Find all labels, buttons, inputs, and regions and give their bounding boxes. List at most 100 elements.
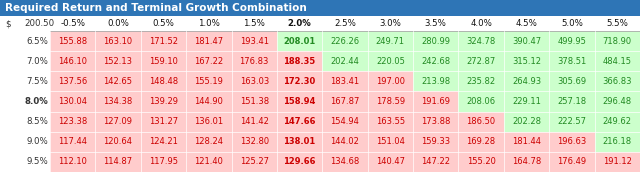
- Bar: [232, 71, 277, 92]
- Text: 158.94: 158.94: [284, 97, 316, 106]
- Bar: [595, 51, 640, 71]
- Bar: [277, 132, 323, 152]
- Text: 117.95: 117.95: [149, 157, 178, 166]
- Bar: [0, 0, 640, 16]
- Bar: [458, 51, 504, 71]
- Text: 181.44: 181.44: [512, 137, 541, 146]
- Text: 163.55: 163.55: [376, 117, 405, 126]
- Text: 4.5%: 4.5%: [516, 19, 538, 28]
- Bar: [141, 71, 186, 92]
- Bar: [368, 31, 413, 51]
- Bar: [413, 31, 458, 51]
- Bar: [413, 51, 458, 71]
- Bar: [595, 132, 640, 152]
- Bar: [595, 152, 640, 172]
- Text: 272.87: 272.87: [467, 57, 496, 66]
- Bar: [323, 152, 368, 172]
- Bar: [413, 71, 458, 92]
- Bar: [277, 51, 323, 71]
- Bar: [549, 51, 595, 71]
- Text: 132.80: 132.80: [239, 137, 269, 146]
- Text: 178.59: 178.59: [376, 97, 405, 106]
- Text: 191.69: 191.69: [421, 97, 451, 106]
- Text: 137.56: 137.56: [58, 77, 87, 86]
- Text: 151.04: 151.04: [376, 137, 405, 146]
- Text: 124.21: 124.21: [149, 137, 178, 146]
- Text: 148.48: 148.48: [149, 77, 178, 86]
- Text: 176.49: 176.49: [557, 157, 586, 166]
- Text: 8.5%: 8.5%: [26, 117, 48, 126]
- Bar: [95, 71, 141, 92]
- Bar: [368, 152, 413, 172]
- Bar: [595, 71, 640, 92]
- Text: 390.47: 390.47: [512, 37, 541, 46]
- Bar: [323, 71, 368, 92]
- Bar: [186, 152, 232, 172]
- Bar: [95, 112, 141, 132]
- Bar: [504, 31, 549, 51]
- Bar: [277, 152, 323, 172]
- Text: 242.68: 242.68: [421, 57, 451, 66]
- Text: 147.66: 147.66: [284, 117, 316, 126]
- Bar: [549, 92, 595, 112]
- Bar: [232, 31, 277, 51]
- Text: 155.19: 155.19: [195, 77, 223, 86]
- Text: 152.13: 152.13: [104, 57, 132, 66]
- Bar: [323, 132, 368, 152]
- Bar: [95, 31, 141, 51]
- Bar: [504, 112, 549, 132]
- Bar: [50, 71, 95, 92]
- Text: 7.0%: 7.0%: [26, 57, 48, 66]
- Bar: [323, 51, 368, 71]
- Text: 196.63: 196.63: [557, 137, 586, 146]
- Bar: [50, 51, 95, 71]
- Text: 164.78: 164.78: [512, 157, 541, 166]
- Text: 138.01: 138.01: [284, 137, 316, 146]
- Bar: [141, 31, 186, 51]
- Text: 176.83: 176.83: [239, 57, 269, 66]
- Bar: [595, 92, 640, 112]
- Text: 366.83: 366.83: [602, 77, 632, 86]
- Text: 140.47: 140.47: [376, 157, 405, 166]
- Text: 9.5%: 9.5%: [26, 157, 48, 166]
- Text: 127.09: 127.09: [104, 117, 132, 126]
- Bar: [277, 112, 323, 132]
- Text: 131.27: 131.27: [149, 117, 178, 126]
- Text: 172.30: 172.30: [284, 77, 316, 86]
- Bar: [458, 31, 504, 51]
- Bar: [95, 51, 141, 71]
- Bar: [458, 152, 504, 172]
- Text: 147.22: 147.22: [421, 157, 451, 166]
- Text: 208.01: 208.01: [284, 37, 316, 46]
- Bar: [141, 112, 186, 132]
- Text: 1.0%: 1.0%: [198, 19, 220, 28]
- Bar: [504, 71, 549, 92]
- Text: 718.90: 718.90: [603, 37, 632, 46]
- Bar: [504, 92, 549, 112]
- Text: 151.38: 151.38: [239, 97, 269, 106]
- Text: 125.27: 125.27: [240, 157, 269, 166]
- Text: 112.10: 112.10: [58, 157, 87, 166]
- Text: 181.47: 181.47: [195, 37, 223, 46]
- Text: 8.0%: 8.0%: [24, 97, 48, 106]
- Text: 169.28: 169.28: [467, 137, 496, 146]
- Text: 213.98: 213.98: [421, 77, 451, 86]
- Bar: [368, 71, 413, 92]
- Text: 6.5%: 6.5%: [26, 37, 48, 46]
- Text: 139.29: 139.29: [149, 97, 178, 106]
- Text: 155.20: 155.20: [467, 157, 495, 166]
- Bar: [549, 152, 595, 172]
- Text: 167.87: 167.87: [330, 97, 360, 106]
- Text: 208.06: 208.06: [467, 97, 496, 106]
- Text: 257.18: 257.18: [557, 97, 586, 106]
- Text: 144.02: 144.02: [331, 137, 360, 146]
- Bar: [141, 152, 186, 172]
- Text: 202.28: 202.28: [512, 117, 541, 126]
- Text: 197.00: 197.00: [376, 77, 405, 86]
- Text: 159.33: 159.33: [421, 137, 451, 146]
- Bar: [368, 92, 413, 112]
- Text: 120.64: 120.64: [104, 137, 132, 146]
- Text: 154.94: 154.94: [331, 117, 360, 126]
- Text: 130.04: 130.04: [58, 97, 87, 106]
- Text: 171.52: 171.52: [149, 37, 178, 46]
